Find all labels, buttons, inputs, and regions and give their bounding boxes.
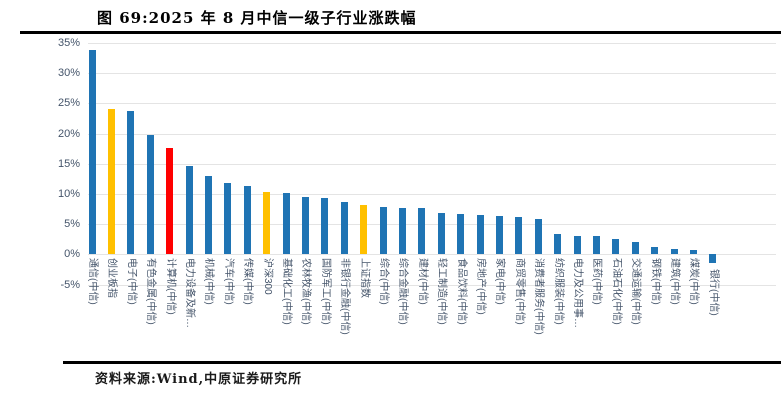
category-label-text: 煤炭(中信): [688, 258, 700, 306]
category-label-text: 非银行金融(中信): [339, 258, 351, 336]
bar-煤炭(中信): [689, 250, 697, 255]
gridline-25%: [88, 103, 776, 105]
bar-家电(中信): [495, 216, 503, 255]
plot-area: [88, 43, 776, 286]
category-label-text: 轻工制造(中信): [436, 258, 448, 326]
gridline-20%: [88, 133, 776, 135]
category-label-text: 计算机(中信): [164, 258, 176, 316]
bar-传媒(中信): [243, 186, 251, 255]
bar-电力设备及新…: [185, 166, 193, 255]
title-divider-rule: [20, 31, 781, 34]
category-label-text: 电力及公用事…: [572, 258, 583, 329]
bar-农林牧渔(中信): [301, 197, 309, 255]
bar-国防军工(中信): [321, 197, 329, 255]
category-label-text: 纺织服装(中信): [552, 258, 564, 326]
category-label-text: 电子(中信): [125, 258, 137, 306]
category-label-text: 石油石化(中信): [610, 258, 622, 326]
bar-食品饮料(中信): [457, 213, 465, 255]
category-label-text: 通信(中信): [87, 258, 98, 306]
category-label-text: 汽车(中信): [222, 258, 234, 306]
bar-交通运输(中信): [631, 242, 639, 255]
gridline-5%: [88, 224, 776, 226]
bar-钢铁(中信): [651, 247, 659, 255]
gridline-35%: [88, 43, 776, 44]
category-label-text: 钢铁(中信): [649, 258, 661, 306]
figure-title: 图 69:2025 年 8 月中信一级子行业涨跌幅: [97, 9, 417, 27]
category-label-text: 建材(中信): [416, 258, 428, 306]
bar-消费者服务(中信): [534, 218, 542, 255]
bar-有色金属(中信): [146, 135, 154, 255]
category-label-text: 基础化工(中信): [281, 258, 292, 326]
bar-建材(中信): [418, 208, 426, 255]
source-divider-rule: [63, 361, 781, 364]
bar-基础化工(中信): [282, 193, 290, 255]
bar-综合金融(中信): [398, 207, 406, 255]
bar-创业板指: [107, 108, 115, 255]
bar-电子(中信): [127, 111, 135, 255]
bar-石油石化(中信): [612, 238, 620, 255]
category-label-text: 银行(中信): [707, 268, 719, 316]
y-tick-label: 25%: [57, 97, 80, 110]
category-label-text: 上证指数: [358, 258, 370, 299]
y-tick-label: 30%: [57, 67, 80, 80]
bar-电力及公用事…: [573, 235, 581, 255]
category-label-text: 机械(中信): [203, 258, 215, 306]
bar-纺织服装(中信): [554, 234, 562, 255]
bar-房地产(中信): [476, 214, 484, 255]
y-tick-label: -5%: [60, 278, 80, 291]
category-label-text: 商贸零售(中信): [513, 258, 525, 326]
y-tick-label: 5%: [64, 218, 80, 231]
category-label-text: 消费者服务(中信): [533, 258, 545, 336]
y-tick-label: 15%: [57, 157, 80, 170]
bar-汽车(中信): [224, 183, 232, 255]
bar-商贸零售(中信): [515, 216, 523, 255]
category-label-text: 医药(中信): [591, 258, 603, 306]
category-label-text: 有色金属(中信): [145, 258, 157, 326]
bar-机械(中信): [204, 176, 212, 255]
gridline-10%: [88, 194, 776, 195]
gridline--5%: [88, 284, 776, 286]
y-tick-label: 35%: [57, 37, 80, 49]
category-label-text: 创业板指: [106, 258, 118, 299]
y-tick-label: 20%: [57, 127, 80, 140]
bar-建筑(中信): [670, 248, 678, 255]
bar-综合(中信): [379, 207, 387, 255]
data-source-note: 资料来源:Wind,中原证券研究所: [95, 372, 303, 387]
gridline-30%: [88, 73, 776, 75]
bar-通信(中信): [88, 50, 96, 255]
category-label-text: 电力设备及新…: [184, 258, 195, 329]
bar-计算机(中信): [166, 148, 174, 255]
category-label-text: 食品饮料(中信): [455, 258, 467, 326]
bar-非银行金融(中信): [340, 201, 348, 255]
category-label-text: 房地产(中信): [475, 258, 486, 316]
y-tick-label: 10%: [57, 188, 80, 200]
gridline-0%: [88, 254, 776, 256]
category-label-text: 沪深300: [261, 258, 273, 296]
category-label-text: 建筑(中信): [669, 258, 680, 306]
category-label-text: 传媒(中信): [242, 258, 254, 306]
bar-医药(中信): [592, 236, 600, 255]
category-label-text: 国防军工(中信): [319, 258, 331, 326]
gridline-15%: [88, 163, 776, 165]
bar-上证指数: [360, 205, 368, 255]
y-tick-label: 0%: [64, 248, 80, 261]
bar-轻工制造(中信): [437, 213, 445, 255]
category-label-text: 综合(中信): [378, 258, 389, 306]
category-label-text: 交通运输(中信): [630, 258, 642, 326]
bar-银行(中信): [709, 254, 717, 263]
category-label-text: 家电(中信): [494, 258, 506, 306]
category-label-text: 农林牧渔(中信): [300, 258, 312, 326]
bar-沪深300: [263, 192, 271, 255]
category-label-text: 综合金融(中信): [397, 258, 409, 326]
